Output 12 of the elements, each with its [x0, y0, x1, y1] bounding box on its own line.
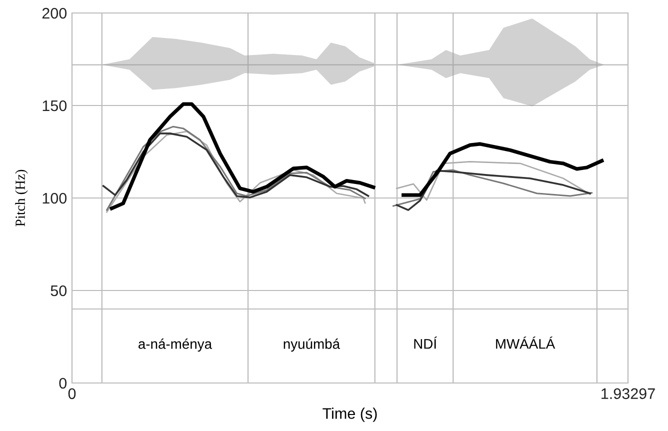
y-tick-label: 200 — [42, 8, 67, 19]
x-axis-title: Time (s) — [322, 408, 377, 422]
y-tick-label: 150 — [42, 100, 67, 112]
y-tick-label: 0 — [59, 378, 67, 389]
x-tick-label: 1.93297 — [602, 388, 655, 400]
y-tick-label: 50 — [50, 285, 67, 296]
y-axis-title: Pitch (Hz) — [15, 170, 28, 226]
annotation: MWÁÁLÁ — [496, 336, 556, 349]
annotation: nyuúmbá — [284, 338, 340, 352]
y-tick-label: 100 — [42, 192, 67, 204]
annotation: NDÍ — [414, 336, 438, 349]
annotation: a-ná-ménya — [138, 338, 212, 352]
